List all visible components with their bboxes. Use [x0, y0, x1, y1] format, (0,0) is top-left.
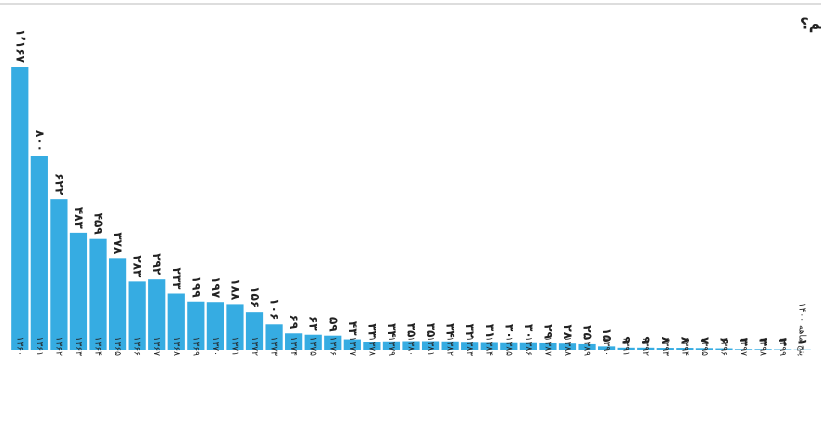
- value-label: ۳۴: [385, 323, 399, 338]
- x-tick-label: ۱۳۶۳: [73, 337, 83, 357]
- x-tick-label: ۱۳۹۰: [601, 337, 611, 356]
- x-tick-label: ۱۳۶۸: [171, 337, 181, 357]
- value-label: ۶۲۲: [52, 173, 66, 196]
- bar: [50, 199, 67, 350]
- value-label: ۳۵: [424, 323, 438, 338]
- x-tick-label: ۱۳۸۳: [464, 337, 474, 357]
- value-label: ۱۵۶: [248, 286, 262, 308]
- value-label: ۴۸۳: [72, 207, 86, 230]
- x-tick-label: ۱۳۶۷: [151, 337, 161, 357]
- x-tick-label: ۱۳۹۶: [718, 337, 728, 357]
- x-tick-label: ۱۳۸۸: [562, 337, 572, 357]
- x-tick-label: ۱۳۶۹: [190, 337, 200, 357]
- x-tick-label: ۱۳۶۲: [53, 337, 63, 357]
- value-label: ۶۹: [287, 315, 301, 330]
- x-tick-label: پنج ماهه ۱۴۰۰: [797, 303, 807, 357]
- x-tick-label: ۱۳۹۳: [660, 337, 670, 357]
- x-tick-label: ۱۳۷۳: [269, 337, 279, 357]
- value-label: ۱۹۷: [209, 276, 223, 299]
- chart-title: در سال‌های مختلف با ۲۸ هزار تومان (نرخ ف…: [800, 15, 821, 34]
- x-tick-label: ۱۳۹۲: [640, 337, 650, 357]
- x-tick-label: ۱۳۹۷: [738, 337, 748, 357]
- x-tick-label: ۱۳۷۸: [366, 337, 376, 357]
- value-label: ۱۹۹: [189, 276, 203, 299]
- x-tick-label: ۱۳۶۱: [34, 337, 44, 356]
- value-label: ۳۴: [444, 323, 458, 338]
- x-tick-label: ۱۳۸۲: [445, 337, 455, 357]
- value-label: ۶۳: [307, 316, 321, 331]
- x-tick-label: ۱۳۹۹: [777, 337, 787, 357]
- value-label: ۱٬۱۶۷: [13, 29, 27, 64]
- x-tick-label: ۱۳۸۶: [523, 337, 533, 357]
- x-tick-label: ۱۳۷۵: [308, 337, 318, 357]
- value-label: ۳۵: [405, 323, 419, 338]
- x-tick-label: ۱۳۷۹: [386, 337, 396, 357]
- x-tick-label: ۱۳۷۴: [288, 337, 298, 357]
- value-label: ۸۰۰: [33, 130, 47, 152]
- x-tick-label: ۱۳۹۸: [758, 337, 768, 357]
- x-tick-label: ۱۳۸۹: [582, 337, 592, 357]
- value-label: ۲۹۲: [150, 253, 164, 276]
- x-tick-label: ۱۳۸۵: [503, 337, 513, 357]
- value-label: ۲۳۳: [170, 268, 184, 291]
- x-tick-label: ۱۳۷۰: [210, 337, 220, 356]
- x-tick-label: ۱۳۹۱: [621, 337, 631, 356]
- x-tick-label: ۱۳۶۵: [112, 337, 122, 357]
- value-label: ۱۰۶: [268, 298, 282, 320]
- x-tick-label: ۱۳۷۱: [229, 337, 239, 356]
- x-tick-label: ۱۳۶۰: [14, 337, 24, 356]
- value-label: ۵۹: [326, 317, 340, 332]
- value-label: ۳۷۸: [111, 232, 125, 255]
- x-tick-label: ۱۳۹۵: [699, 337, 709, 357]
- value-label: ۱۸۸: [228, 278, 242, 301]
- value-label: ۴۵۹: [92, 213, 106, 236]
- x-tick-label: ۱۳۶۴: [93, 337, 103, 357]
- x-tick-label: ۱۳۹۴: [679, 337, 689, 357]
- bar: [89, 239, 106, 350]
- x-tick-label: ۱۳۸۰: [406, 337, 416, 356]
- x-tick-label: ۱۳۶۶: [132, 337, 142, 357]
- value-label: ۴۳: [346, 321, 360, 336]
- x-tick-label: ۱۳۷۲: [249, 337, 259, 357]
- x-tick-label: ۱۳۷۶: [327, 337, 337, 357]
- value-label: ۲۸۳: [131, 255, 145, 278]
- bar: [11, 67, 28, 350]
- x-tick-label: ۱۳۸۱: [425, 337, 435, 356]
- x-tick-label: ۱۳۷۷: [347, 337, 357, 357]
- bar: [70, 233, 87, 350]
- bar: [31, 156, 48, 350]
- x-tick-label: ۱۳۸۷: [542, 337, 552, 357]
- x-tick-label: ۱۳۸۴: [484, 337, 494, 357]
